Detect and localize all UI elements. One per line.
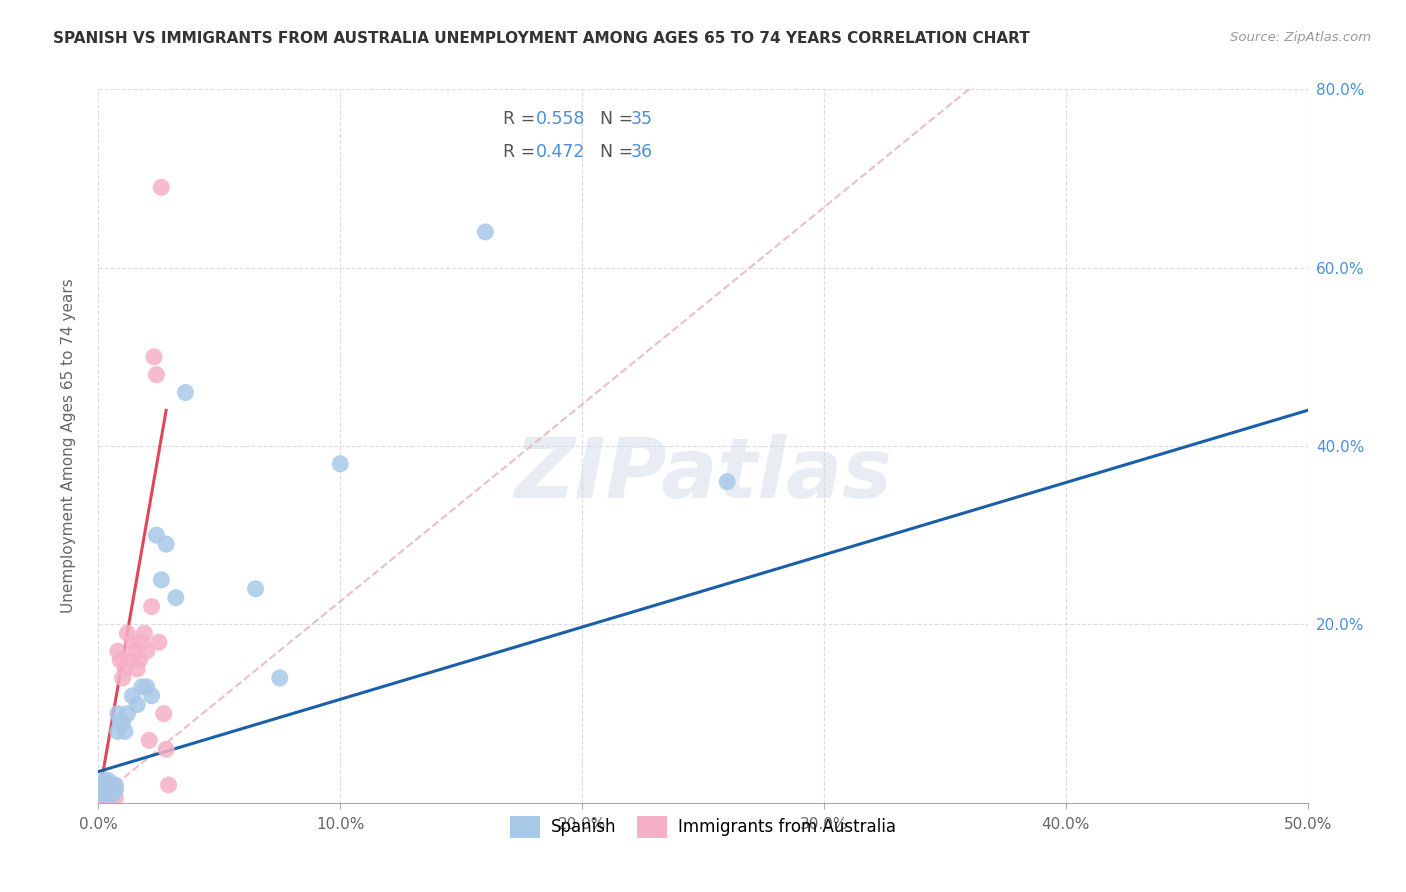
Point [90,778,112,792]
Point [118,653,141,667]
Text: N =: N = [600,143,638,161]
Text: SPANISH VS IMMIGRANTS FROM AUSTRALIA UNEMPLOYMENT AMONG AGES 65 TO 74 YEARS CORR: SPANISH VS IMMIGRANTS FROM AUSTRALIA UNE… [53,31,1031,46]
Point [135,644,157,658]
Point [91,778,114,792]
Point [108,653,131,667]
Point [150,573,173,587]
Point [131,680,153,694]
Text: R =: R = [503,143,541,161]
Y-axis label: Unemployment Among Ages 65 to 74 years: Unemployment Among Ages 65 to 74 years [62,278,76,614]
Point [104,782,127,797]
Point [150,180,173,194]
Legend: Spanish, Immigrants from Australia: Spanish, Immigrants from Australia [502,808,904,846]
Point [174,385,197,400]
Point [155,742,177,756]
Point [135,680,157,694]
Point [114,662,136,676]
Point [138,733,160,747]
Point [134,626,156,640]
Text: ZIPatlas: ZIPatlas [515,434,891,515]
Text: 0.558: 0.558 [536,111,586,128]
Point [101,787,124,801]
Point [100,778,122,792]
Point [127,662,149,676]
Text: Source: ZipAtlas.com: Source: ZipAtlas.com [1230,31,1371,45]
Point [107,706,129,721]
Text: N =: N = [600,111,638,128]
Point [101,787,124,801]
Point [111,671,134,685]
Point [121,635,143,649]
Point [124,644,146,658]
Text: 35: 35 [630,111,652,128]
Point [108,715,131,730]
Point [104,778,127,792]
Point [121,689,143,703]
Point [131,635,153,649]
Point [141,599,163,614]
Text: 36: 36 [630,143,652,161]
Point [716,475,738,489]
Text: 0.472: 0.472 [536,143,585,161]
Text: R =: R = [503,111,541,128]
Point [107,644,129,658]
Point [91,787,114,801]
Point [94,782,117,797]
Point [104,791,127,805]
Point [94,787,117,801]
Point [127,698,149,712]
Point [97,787,120,801]
Point [90,782,112,797]
Point [97,782,120,797]
Point [145,528,167,542]
Point [101,778,124,792]
Point [97,773,120,788]
Point [474,225,496,239]
Point [165,591,187,605]
Point [101,782,124,797]
Point [155,537,177,551]
Point [145,368,167,382]
Point [117,626,139,640]
Point [91,773,114,788]
Point [90,787,112,801]
Point [100,782,122,797]
Point [148,635,170,649]
Point [157,778,180,792]
Point [94,778,117,792]
Point [152,706,174,721]
Point [245,582,267,596]
Point [91,787,114,801]
Point [90,791,112,805]
Point [100,787,122,801]
Point [114,724,136,739]
Point [111,715,134,730]
Point [141,689,163,703]
Point [269,671,291,685]
Point [329,457,352,471]
Point [107,724,129,739]
Point [100,791,122,805]
Point [97,778,120,792]
Point [104,782,127,797]
Point [143,350,166,364]
Point [94,791,117,805]
Point [117,706,139,721]
Point [128,653,150,667]
